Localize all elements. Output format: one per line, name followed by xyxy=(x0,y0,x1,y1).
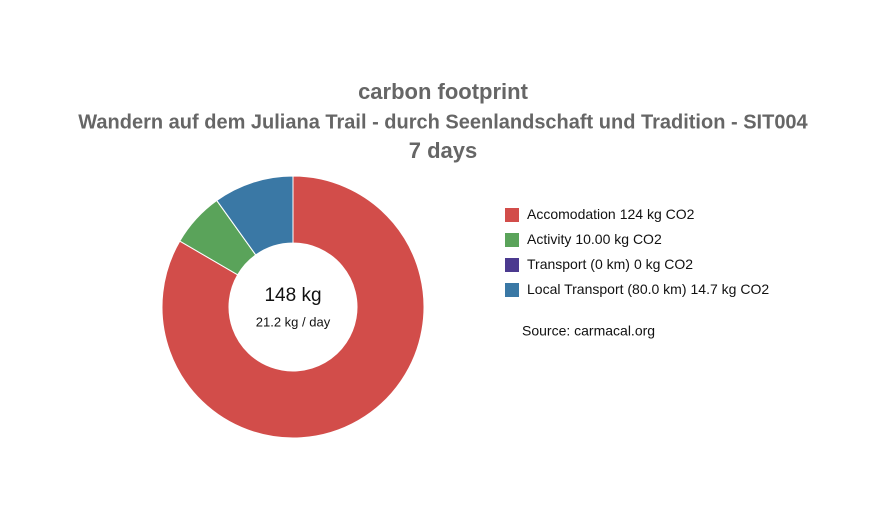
legend-value: 0 kg CO2 xyxy=(634,256,693,272)
legend-value: 14.7 kg CO2 xyxy=(691,281,770,297)
chart-subtitle: 7 days xyxy=(409,138,478,163)
source: Source: carmacal.org xyxy=(522,323,655,339)
legend-name: Local Transport (80.0 km) xyxy=(527,281,687,297)
legend-label: Transport (0 km) 0 kg CO2 xyxy=(527,256,693,272)
center-sublabel: 21.2 kg / day xyxy=(256,314,331,329)
legend-label: Local Transport (80.0 km) 14.7 kg CO2 xyxy=(527,281,769,297)
center-label: 148 kg xyxy=(264,285,321,306)
donut-slice xyxy=(216,175,294,256)
legend-label: Accomodation 124 kg CO2 xyxy=(527,206,695,222)
legend-swatch xyxy=(505,208,519,222)
legend-value: 10.00 kg CO2 xyxy=(575,231,662,247)
legend-swatch xyxy=(505,233,519,247)
legend: Accomodation 124 kg CO2 Activity 10.00 kg C… xyxy=(505,206,769,297)
legend-value: 124 kg CO2 xyxy=(620,206,695,222)
legend-name: Activity xyxy=(527,231,571,247)
chart-title: carbon footprint xyxy=(358,79,529,104)
legend-name: Transport (0 km) xyxy=(527,256,630,272)
legend-swatch xyxy=(505,283,519,297)
chart-subtitle: Wandern auf dem Juliana Trail - durch Se… xyxy=(78,111,808,133)
legend-name: Accomodation xyxy=(527,206,616,222)
donut xyxy=(161,175,425,439)
donut-slice xyxy=(161,175,425,439)
legend-label: Activity 10.00 kg CO2 xyxy=(527,231,662,247)
legend-swatch xyxy=(505,258,519,272)
